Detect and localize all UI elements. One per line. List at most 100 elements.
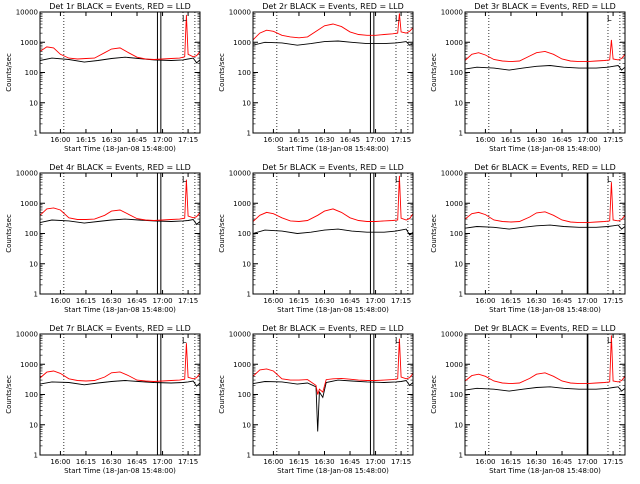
- x-tick-label: 16:30: [101, 458, 121, 466]
- series-line-events: [39, 56, 201, 64]
- y-tick-label: 1000: [445, 39, 463, 47]
- x-tick-label: 17:00: [152, 297, 172, 305]
- series-line-lld: [39, 14, 201, 60]
- series-line-lld: [252, 13, 414, 41]
- panel-det-8: Det 8r BLACK = Events, RED = LLD 1 10 100 10…: [218, 324, 414, 475]
- panel-title: Det 5r BLACK = Events, RED = LLD: [262, 163, 404, 172]
- panel-title: Det 4r BLACK = Events, RED = LLD: [49, 163, 191, 172]
- x-tick-label: 17:15: [178, 297, 198, 305]
- y-axis-label: Counts/sec: [218, 53, 226, 92]
- x-tick-label: 16:00: [475, 136, 495, 144]
- x-tick-label: 16:30: [101, 297, 121, 305]
- x-tick-label: 16:45: [552, 297, 572, 305]
- plot-frame: [252, 172, 414, 295]
- y-tick-label: 10000: [16, 9, 38, 17]
- y-axis-label: Counts/sec: [5, 375, 13, 414]
- panel-title: Det 3r BLACK = Events, RED = LLD: [474, 2, 616, 11]
- x-tick-label: 17:15: [178, 136, 198, 144]
- y-axis-label: Counts/sec: [5, 214, 13, 253]
- y-tick-label: 1: [247, 130, 251, 138]
- x-tick-label: 16:30: [314, 136, 334, 144]
- y-tick-label: 1: [459, 130, 463, 138]
- y-tick-label: 1000: [233, 39, 251, 47]
- x-tick-label: 17:00: [365, 458, 385, 466]
- series-line-lld: [39, 179, 201, 221]
- y-axis-label: Counts/sec: [5, 53, 13, 92]
- x-tick-label: 16:00: [263, 458, 283, 466]
- y-tick-label: 10000: [16, 170, 38, 178]
- legend-glyph: L: [182, 175, 187, 184]
- x-tick-label: 16:00: [263, 297, 283, 305]
- legend-glyph: L: [395, 175, 400, 184]
- x-tick-label: 17:00: [577, 297, 597, 305]
- y-tick-label: 10000: [441, 331, 463, 339]
- plot-frame: [464, 333, 626, 456]
- y-tick-label: 10000: [229, 170, 251, 178]
- x-tick-label: 16:00: [475, 458, 495, 466]
- x-tick-label: 16:45: [127, 136, 147, 144]
- x-tick-label: 17:00: [577, 458, 597, 466]
- x-axis-label: Start Time (18-Jan-08 15:48:00): [64, 467, 176, 475]
- y-tick-label: 10000: [229, 9, 251, 17]
- x-tick-label: 16:30: [526, 136, 546, 144]
- x-tick-label: 16:15: [76, 136, 96, 144]
- legend-glyph: L: [395, 14, 400, 23]
- plot-frame: [252, 11, 414, 134]
- x-axis-label: Start Time (18-Jan-08 15:48:00): [64, 306, 176, 314]
- y-tick-label: 1000: [20, 39, 38, 47]
- series-line-events: [39, 218, 201, 226]
- x-tick-label: 17:15: [603, 458, 623, 466]
- x-tick-label: 17:00: [577, 136, 597, 144]
- series-line-events: [464, 65, 626, 71]
- y-tick-label: 1000: [445, 361, 463, 369]
- x-tick-label: 16:15: [289, 297, 309, 305]
- y-tick-label: 1000: [233, 361, 251, 369]
- y-axis-label: Counts/sec: [218, 214, 226, 253]
- y-tick-label: 100: [238, 69, 251, 77]
- x-tick-label: 16:30: [314, 297, 334, 305]
- x-tick-label: 17:15: [391, 297, 411, 305]
- panel-title: Det 9r BLACK = Events, RED = LLD: [474, 324, 616, 333]
- y-tick-label: 1000: [233, 200, 251, 208]
- x-tick-label: 17:00: [152, 136, 172, 144]
- plot-frame: [464, 11, 626, 134]
- x-axis-label: Start Time (18-Jan-08 15:48:00): [64, 145, 176, 153]
- y-tick-label: 10000: [441, 170, 463, 178]
- x-axis-label: Start Time (18-Jan-08 15:48:00): [277, 306, 389, 314]
- x-axis-label: Start Time (18-Jan-08 15:48:00): [277, 467, 389, 475]
- x-tick-label: 16:00: [50, 458, 70, 466]
- y-tick-label: 10: [29, 421, 38, 429]
- x-axis-label: Start Time (18-Jan-08 15:48:00): [489, 467, 601, 475]
- x-tick-label: 16:15: [289, 458, 309, 466]
- x-tick-label: 16:15: [501, 136, 521, 144]
- x-tick-label: 16:45: [340, 458, 360, 466]
- legend-glyph: L: [607, 175, 612, 184]
- y-tick-label: 1: [247, 452, 251, 460]
- panel-title: Det 7r BLACK = Events, RED = LLD: [49, 324, 191, 333]
- x-tick-label: 16:15: [76, 458, 96, 466]
- series-line-events: [252, 379, 414, 432]
- x-tick-label: 17:00: [152, 458, 172, 466]
- y-tick-label: 100: [25, 69, 38, 77]
- y-tick-label: 1: [34, 130, 38, 138]
- panel-title: Det 1r BLACK = Events, RED = LLD: [49, 2, 191, 11]
- x-tick-label: 17:15: [178, 458, 198, 466]
- x-tick-label: 16:15: [289, 136, 309, 144]
- y-tick-label: 1000: [445, 200, 463, 208]
- y-tick-label: 1000: [20, 361, 38, 369]
- panel-title: Det 2r BLACK = Events, RED = LLD: [262, 2, 404, 11]
- x-tick-label: 17:15: [603, 297, 623, 305]
- y-tick-label: 1: [34, 452, 38, 460]
- series-line-lld: [464, 39, 626, 63]
- y-tick-label: 10: [29, 260, 38, 268]
- series-line-events: [464, 386, 626, 392]
- y-tick-label: 100: [450, 391, 463, 399]
- legend-glyph: L: [607, 14, 612, 23]
- x-tick-label: 16:30: [526, 458, 546, 466]
- series-line-lld: [252, 338, 414, 395]
- y-tick-label: 1000: [20, 200, 38, 208]
- x-axis-label: Start Time (18-Jan-08 15:48:00): [489, 306, 601, 314]
- x-axis-label: Start Time (18-Jan-08 15:48:00): [489, 145, 601, 153]
- panel-det-2: Det 2r BLACK = Events, RED = LLD 1 10 100 10…: [218, 2, 414, 153]
